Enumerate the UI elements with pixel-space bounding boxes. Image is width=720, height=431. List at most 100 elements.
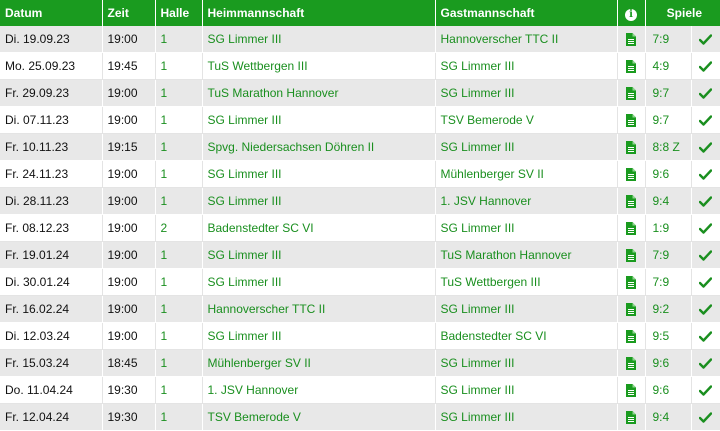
confirmed-cell <box>691 376 720 404</box>
match-report-cell[interactable] <box>617 26 646 53</box>
home-team[interactable]: SG Limmer III <box>202 241 436 269</box>
match-score[interactable]: 1:9 <box>645 214 692 242</box>
match-score[interactable]: 7:9 <box>645 268 692 296</box>
home-team[interactable]: Spvg. Niedersachsen Döhren II <box>202 133 436 161</box>
match-hall[interactable]: 1 <box>155 26 203 53</box>
document-icon[interactable] <box>626 86 636 101</box>
guest-team[interactable]: SG Limmer III <box>435 349 618 377</box>
match-hall[interactable]: 1 <box>155 403 203 431</box>
document-icon[interactable] <box>626 59 636 74</box>
home-team[interactable]: SG Limmer III <box>202 160 436 188</box>
match-report-cell[interactable] <box>617 79 646 107</box>
home-team[interactable]: Badenstedter SC VI <box>202 214 436 242</box>
match-score[interactable]: 9:7 <box>645 79 692 107</box>
document-icon[interactable] <box>626 140 636 155</box>
match-report-cell[interactable] <box>617 52 646 80</box>
match-score[interactable]: 4:9 <box>645 52 692 80</box>
guest-team[interactable]: SG Limmer III <box>435 52 618 80</box>
document-icon[interactable] <box>626 248 636 263</box>
document-icon[interactable] <box>626 32 636 47</box>
match-score[interactable]: 9:6 <box>645 349 692 377</box>
match-score[interactable]: 9:6 <box>645 160 692 188</box>
match-report-cell[interactable] <box>617 403 646 431</box>
match-score[interactable]: 9:4 <box>645 403 692 431</box>
document-icon[interactable] <box>626 275 636 290</box>
home-team[interactable]: SG Limmer III <box>202 187 436 215</box>
guest-team[interactable]: SG Limmer III <box>435 79 618 107</box>
match-hall[interactable]: 1 <box>155 106 203 134</box>
match-score[interactable]: 9:6 <box>645 376 692 404</box>
column-header-games[interactable]: Spiele <box>645 0 720 26</box>
guest-team[interactable]: 1. JSV Hannover <box>435 187 618 215</box>
column-header-time[interactable]: Zeit <box>102 0 156 26</box>
guest-team[interactable]: SG Limmer III <box>435 376 618 404</box>
table-row: Fr. 19.01.24 19:00 1 SG Limmer III TuS Marat… <box>0 241 720 269</box>
match-hall[interactable]: 1 <box>155 79 203 107</box>
home-team[interactable]: Hannoverscher TTC II <box>202 295 436 323</box>
match-score[interactable]: 7:9 <box>645 241 692 269</box>
match-hall[interactable]: 1 <box>155 241 203 269</box>
guest-team[interactable]: TuS Marathon Hannover <box>435 241 618 269</box>
match-hall[interactable]: 1 <box>155 295 203 323</box>
match-date: Fr. 19.01.24 <box>0 241 103 269</box>
match-score[interactable]: 9:5 <box>645 322 692 350</box>
guest-team[interactable]: SG Limmer III <box>435 214 618 242</box>
match-score[interactable]: 9:2 <box>645 295 692 323</box>
match-report-cell[interactable] <box>617 295 646 323</box>
guest-team[interactable]: SG Limmer III <box>435 403 618 431</box>
match-score[interactable]: 8:8 Z <box>645 133 692 161</box>
guest-team[interactable]: Hannoverscher TTC II <box>435 26 618 53</box>
match-report-cell[interactable] <box>617 376 646 404</box>
home-team[interactable]: SG Limmer III <box>202 322 436 350</box>
match-report-cell[interactable] <box>617 241 646 269</box>
column-header-hall[interactable]: Halle <box>155 0 203 26</box>
guest-team[interactable]: Badenstedter SC VI <box>435 322 618 350</box>
home-team[interactable]: SG Limmer III <box>202 268 436 296</box>
document-icon[interactable] <box>626 410 636 425</box>
match-hall[interactable]: 1 <box>155 349 203 377</box>
match-hall[interactable]: 1 <box>155 52 203 80</box>
match-hall[interactable]: 1 <box>155 133 203 161</box>
home-team[interactable]: SG Limmer III <box>202 106 436 134</box>
match-score[interactable]: 9:4 <box>645 187 692 215</box>
confirmed-cell <box>691 187 720 215</box>
match-report-cell[interactable] <box>617 133 646 161</box>
match-hall[interactable]: 1 <box>155 160 203 188</box>
match-hall[interactable]: 2 <box>155 214 203 242</box>
match-hall[interactable]: 1 <box>155 268 203 296</box>
match-report-cell[interactable] <box>617 322 646 350</box>
match-hall[interactable]: 1 <box>155 376 203 404</box>
match-report-cell[interactable] <box>617 214 646 242</box>
match-hall[interactable]: 1 <box>155 187 203 215</box>
guest-team[interactable]: Mühlenberger SV II <box>435 160 618 188</box>
column-header-home[interactable]: Heimmannschaft <box>202 0 436 26</box>
document-icon[interactable] <box>626 302 636 317</box>
document-icon[interactable] <box>626 167 636 182</box>
home-team[interactable]: TSV Bemerode V <box>202 403 436 431</box>
home-team[interactable]: 1. JSV Hannover <box>202 376 436 404</box>
document-icon[interactable] <box>626 113 636 128</box>
guest-team[interactable]: SG Limmer III <box>435 295 618 323</box>
column-header-date[interactable]: Datum <box>0 0 103 26</box>
home-team[interactable]: TuS Wettbergen III <box>202 52 436 80</box>
match-report-cell[interactable] <box>617 160 646 188</box>
match-score[interactable]: 7:9 <box>645 26 692 53</box>
document-icon[interactable] <box>626 383 636 398</box>
document-icon[interactable] <box>626 329 636 344</box>
document-icon[interactable] <box>626 194 636 209</box>
document-icon[interactable] <box>626 221 636 236</box>
match-hall[interactable]: 1 <box>155 322 203 350</box>
match-score[interactable]: 9:7 <box>645 106 692 134</box>
home-team[interactable]: TuS Marathon Hannover <box>202 79 436 107</box>
match-report-cell[interactable] <box>617 106 646 134</box>
guest-team[interactable]: SG Limmer III <box>435 133 618 161</box>
document-icon[interactable] <box>626 356 636 371</box>
guest-team[interactable]: TSV Bemerode V <box>435 106 618 134</box>
match-report-cell[interactable] <box>617 187 646 215</box>
match-report-cell[interactable] <box>617 349 646 377</box>
guest-team[interactable]: TuS Wettbergen III <box>435 268 618 296</box>
column-header-guest[interactable]: Gastmannschaft <box>435 0 618 26</box>
home-team[interactable]: SG Limmer III <box>202 26 436 53</box>
match-report-cell[interactable] <box>617 268 646 296</box>
home-team[interactable]: Mühlenberger SV II <box>202 349 436 377</box>
